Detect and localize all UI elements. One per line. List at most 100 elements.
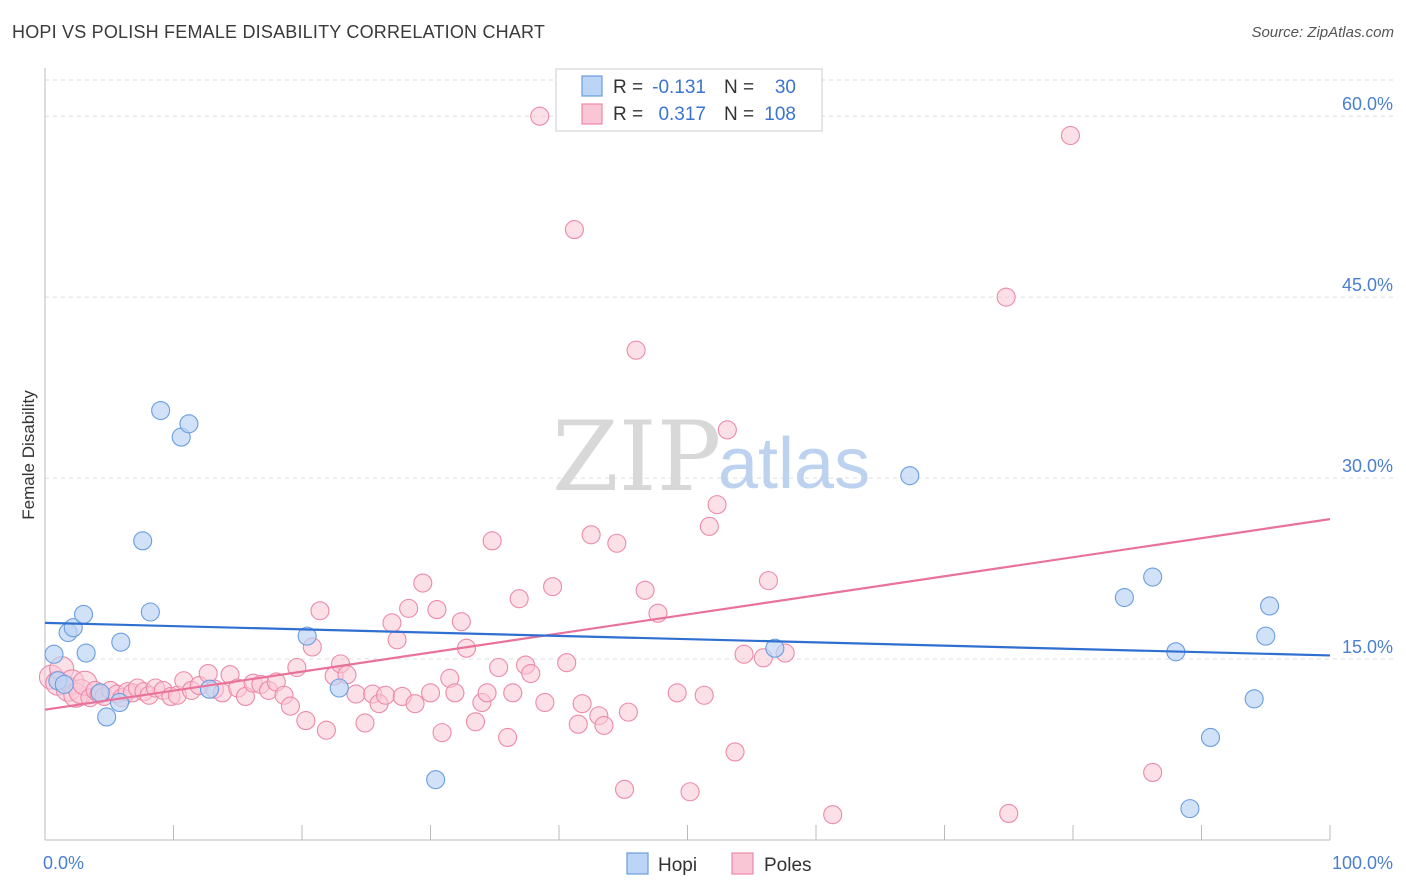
hopi-point bbox=[179, 414, 199, 434]
x-tick-label: 0.0% bbox=[43, 853, 84, 873]
poles-point bbox=[451, 612, 471, 632]
poles-point bbox=[594, 715, 614, 735]
poles-point bbox=[1060, 125, 1080, 146]
hopi-point bbox=[765, 638, 785, 658]
poles-point bbox=[758, 571, 779, 591]
legend-hopi-n-value: 30 bbox=[775, 77, 796, 98]
poles-point bbox=[382, 613, 402, 633]
poles-point bbox=[355, 713, 375, 733]
poles-point bbox=[375, 685, 396, 705]
hopi-point bbox=[1200, 727, 1221, 748]
poles-point bbox=[521, 663, 541, 684]
hopi-point bbox=[1180, 799, 1200, 819]
poles-point bbox=[405, 694, 425, 714]
poles-point bbox=[427, 600, 447, 620]
poles-point bbox=[626, 340, 646, 360]
source-label: Source: ZipAtlas.com bbox=[1251, 24, 1394, 41]
poles-point bbox=[614, 779, 635, 799]
poles-point bbox=[572, 694, 592, 714]
legend-hopi-swatch bbox=[581, 75, 603, 97]
poles-point bbox=[635, 580, 655, 600]
axes-layer: 15.0% 30.0% 45.0% 60.0% 0.0% 100.0% bbox=[43, 68, 1393, 873]
poles-point bbox=[680, 782, 700, 802]
hopi-trend-line bbox=[44, 621, 1331, 657]
hopi-point bbox=[900, 466, 920, 486]
hopi-point bbox=[297, 626, 317, 646]
poles-point bbox=[581, 525, 601, 545]
hopi-point bbox=[329, 678, 349, 698]
poles-point bbox=[707, 495, 727, 515]
watermark-atlas: atlas bbox=[718, 424, 870, 504]
poles-trend-line bbox=[44, 518, 1331, 711]
poles-point bbox=[564, 220, 584, 240]
poles-point bbox=[543, 577, 563, 597]
poles-point bbox=[699, 516, 719, 536]
poles-point bbox=[310, 601, 330, 621]
poles-point bbox=[432, 723, 452, 743]
hopi-point bbox=[1260, 596, 1280, 616]
poles-point bbox=[296, 711, 316, 731]
y-tick-label: 30.0% bbox=[1342, 456, 1393, 476]
hopi-point bbox=[426, 770, 446, 790]
poles-point bbox=[280, 696, 300, 716]
y-axis-label: Female Disability bbox=[19, 390, 38, 520]
y-tick-label: 15.0% bbox=[1342, 637, 1393, 657]
poles-point bbox=[607, 533, 627, 553]
x-tick-label: 100.0% bbox=[1332, 853, 1393, 873]
poles-point bbox=[618, 702, 638, 722]
legend-hopi-n-label: N = bbox=[724, 77, 754, 98]
legend-hopi-r-label: R = bbox=[613, 77, 643, 98]
poles-point bbox=[535, 692, 555, 713]
poles-point bbox=[725, 742, 745, 762]
poles-point bbox=[509, 589, 529, 609]
grid-layer bbox=[45, 79, 1395, 660]
poles-point bbox=[489, 657, 509, 678]
poles-point bbox=[694, 685, 714, 705]
legend-poles-r-label: R = bbox=[613, 104, 643, 125]
poles-point bbox=[823, 805, 843, 825]
watermark-zip: ZIP bbox=[552, 401, 721, 513]
hopi-point bbox=[90, 683, 110, 703]
correlation-legend: R = -0.131 N = 30 R = 0.317 N = 108 bbox=[555, 68, 823, 132]
poles-point bbox=[477, 683, 497, 703]
legend-poles-swatch bbox=[581, 103, 603, 125]
poles-point bbox=[498, 727, 518, 748]
y-tick-label: 45.0% bbox=[1342, 275, 1393, 295]
legend-poles-n-value: 108 bbox=[764, 104, 796, 125]
bottom-legend-poles-swatch bbox=[731, 852, 754, 875]
hopi-point bbox=[1114, 587, 1134, 608]
poles-point bbox=[1143, 762, 1163, 782]
poles-point bbox=[316, 720, 336, 740]
poles-point bbox=[399, 598, 419, 618]
poles-point bbox=[387, 630, 407, 650]
hopi-point bbox=[151, 400, 171, 421]
series-legend: Hopi Poles bbox=[626, 852, 812, 876]
poles-point bbox=[482, 531, 502, 551]
poles-point bbox=[346, 684, 366, 704]
legend-hopi-r-value: -0.131 bbox=[652, 77, 706, 98]
hopi-point bbox=[44, 644, 64, 664]
hopi-point bbox=[109, 692, 130, 713]
hopi-point bbox=[1143, 567, 1163, 587]
poles-point bbox=[999, 803, 1019, 824]
bottom-legend-hopi-label: Hopi bbox=[658, 855, 697, 876]
trend-lines bbox=[44, 518, 1331, 711]
hopi-points bbox=[44, 400, 1280, 819]
legend-poles-n-label: N = bbox=[724, 104, 754, 125]
hopi-point bbox=[133, 531, 153, 551]
bottom-legend-hopi-swatch bbox=[626, 852, 649, 875]
legend-poles-r-value: 0.317 bbox=[658, 104, 706, 125]
hopi-point bbox=[74, 604, 94, 624]
chart-title: HOPI VS POLISH FEMALE DISABILITY CORRELA… bbox=[12, 22, 546, 42]
poles-point bbox=[503, 683, 523, 703]
poles-point bbox=[465, 712, 486, 732]
y-tick-label: 60.0% bbox=[1342, 94, 1393, 114]
poles-point bbox=[413, 573, 433, 593]
hopi-point bbox=[97, 707, 117, 727]
hopi-point bbox=[1256, 626, 1276, 646]
poles-point bbox=[530, 106, 550, 126]
bottom-legend-poles-label: Poles bbox=[764, 855, 812, 876]
hopi-point bbox=[1244, 689, 1264, 709]
poles-point bbox=[568, 714, 588, 734]
